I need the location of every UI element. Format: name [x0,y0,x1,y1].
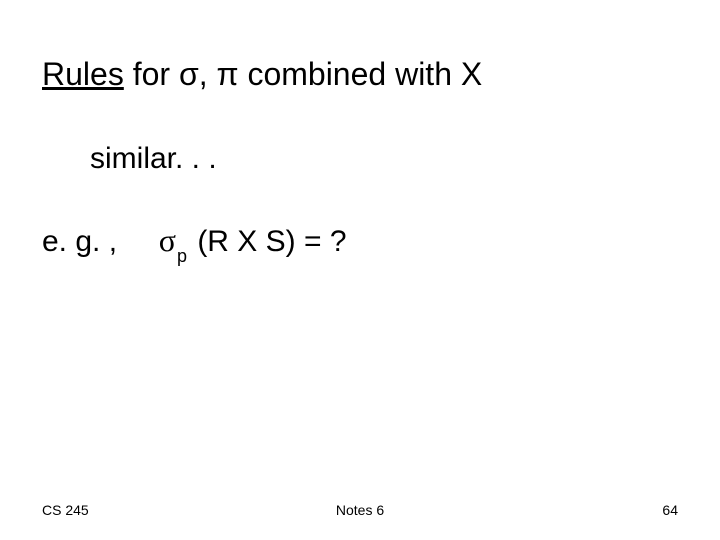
eg-prefix: e. g. , [42,225,159,258]
sigma-symbol: σ [159,222,176,258]
slide: Rules for σ, π combined with X similar. … [0,0,720,540]
title-rest: for σ, π combined with X [124,56,482,92]
slide-title: Rules for σ, π combined with X [42,56,482,93]
footer-center: Notes 6 [0,502,720,518]
sigma-subscript: p [177,246,187,266]
line-example: e. g. , σp (R X S) = ? [42,222,347,263]
line-similar: similar. . . [90,142,217,176]
footer-right: 64 [662,502,678,518]
eg-expression: (R X S) = ? [189,225,347,258]
title-underlined: Rules [42,56,124,92]
